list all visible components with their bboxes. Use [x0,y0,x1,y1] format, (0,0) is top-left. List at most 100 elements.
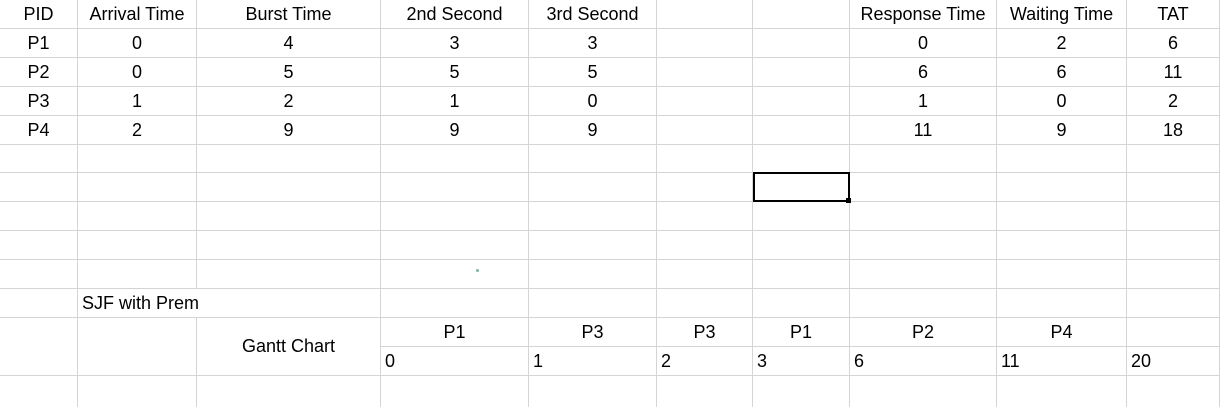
sjf-label[interactable]: SJF with Prem [78,289,381,318]
table-cell[interactable]: 0 [78,58,197,87]
empty-cell[interactable] [0,318,78,376]
empty-cell[interactable] [381,173,529,202]
empty-cell[interactable] [78,202,197,231]
table-cell[interactable]: 4 [197,29,381,58]
header-cell[interactable]: TAT [1127,0,1220,29]
empty-cell[interactable] [753,260,850,289]
gantt-label[interactable]: Gantt Chart [197,318,381,376]
gantt-time[interactable]: 0 [381,347,529,376]
empty-cell[interactable] [850,289,997,318]
table-cell[interactable]: 6 [850,58,997,87]
empty-cell[interactable] [657,145,753,173]
gantt-time[interactable]: 11 [997,347,1127,376]
table-cell[interactable]: 1 [850,87,997,116]
empty-cell[interactable] [657,376,753,407]
gantt-process[interactable]: P4 [997,318,1127,347]
table-cell[interactable]: 9 [197,116,381,145]
empty-cell[interactable] [197,173,381,202]
empty-cell[interactable] [197,231,381,260]
table-cell[interactable]: 0 [529,87,657,116]
table-cell[interactable]: 5 [529,58,657,87]
table-cell[interactable] [657,87,753,116]
empty-cell[interactable] [657,202,753,231]
gantt-time[interactable]: 20 [1127,347,1220,376]
empty-cell[interactable] [0,231,78,260]
empty-cell[interactable] [529,289,657,318]
empty-cell[interactable] [997,289,1127,318]
table-cell[interactable]: 3 [529,29,657,58]
empty-cell[interactable] [753,231,850,260]
gantt-process[interactable]: P3 [529,318,657,347]
table-cell[interactable]: 2 [78,116,197,145]
empty-cell[interactable] [78,145,197,173]
empty-cell[interactable] [997,173,1127,202]
table-cell[interactable]: P1 [0,29,78,58]
table-cell[interactable]: 5 [197,58,381,87]
header-cell[interactable]: 3rd Second [529,0,657,29]
header-cell[interactable]: Burst Time [197,0,381,29]
empty-cell[interactable] [0,260,78,289]
empty-cell[interactable] [997,376,1127,407]
table-cell[interactable]: 18 [1127,116,1220,145]
table-cell[interactable] [753,58,850,87]
gantt-time[interactable]: 1 [529,347,657,376]
gantt-time[interactable]: 6 [850,347,997,376]
empty-cell[interactable] [529,173,657,202]
empty-cell[interactable] [197,376,381,407]
empty-cell[interactable] [657,289,753,318]
gantt-process[interactable]: P1 [381,318,529,347]
table-cell[interactable]: P2 [0,58,78,87]
empty-cell[interactable] [197,145,381,173]
empty-cell[interactable] [78,260,197,289]
table-cell[interactable]: 2 [197,87,381,116]
empty-cell[interactable] [78,376,197,407]
table-cell[interactable]: 9 [381,116,529,145]
empty-cell[interactable] [0,289,78,318]
empty-cell[interactable] [78,173,197,202]
empty-cell[interactable] [1127,231,1220,260]
empty-cell[interactable] [0,145,78,173]
empty-cell[interactable] [529,260,657,289]
table-cell[interactable] [753,87,850,116]
table-cell[interactable]: 0 [997,87,1127,116]
header-cell[interactable]: Response Time [850,0,997,29]
table-cell[interactable]: 1 [78,87,197,116]
header-cell[interactable]: Waiting Time [997,0,1127,29]
empty-cell[interactable] [850,260,997,289]
empty-cell[interactable] [381,376,529,407]
empty-cell[interactable] [529,202,657,231]
header-cell[interactable] [753,0,850,29]
empty-cell[interactable] [1127,260,1220,289]
header-cell[interactable]: 2nd Second [381,0,529,29]
gantt-process[interactable]: P2 [850,318,997,347]
header-cell[interactable]: PID [0,0,78,29]
empty-cell[interactable] [381,260,529,289]
empty-cell[interactable] [529,145,657,173]
table-cell[interactable] [657,58,753,87]
gantt-process[interactable]: P1 [753,318,850,347]
empty-cell[interactable] [1127,376,1220,407]
table-cell[interactable] [657,29,753,58]
table-cell[interactable]: 2 [997,29,1127,58]
empty-cell[interactable] [1127,289,1220,318]
table-cell[interactable]: 11 [1127,58,1220,87]
gantt-time[interactable]: 3 [753,347,850,376]
table-cell[interactable]: P4 [0,116,78,145]
empty-cell[interactable] [0,173,78,202]
empty-cell[interactable] [78,231,197,260]
empty-cell[interactable] [850,145,997,173]
table-cell[interactable]: 2 [1127,87,1220,116]
table-cell[interactable]: 11 [850,116,997,145]
table-cell[interactable]: 9 [997,116,1127,145]
empty-cell[interactable] [529,376,657,407]
empty-cell[interactable] [529,231,657,260]
table-cell[interactable]: 9 [529,116,657,145]
gantt-time[interactable]: 2 [657,347,753,376]
empty-cell[interactable] [0,376,78,407]
table-cell[interactable]: 5 [381,58,529,87]
empty-cell[interactable] [657,173,753,202]
empty-cell[interactable] [381,289,529,318]
empty-cell[interactable] [381,231,529,260]
empty-cell[interactable] [381,145,529,173]
empty-cell[interactable] [78,318,197,376]
